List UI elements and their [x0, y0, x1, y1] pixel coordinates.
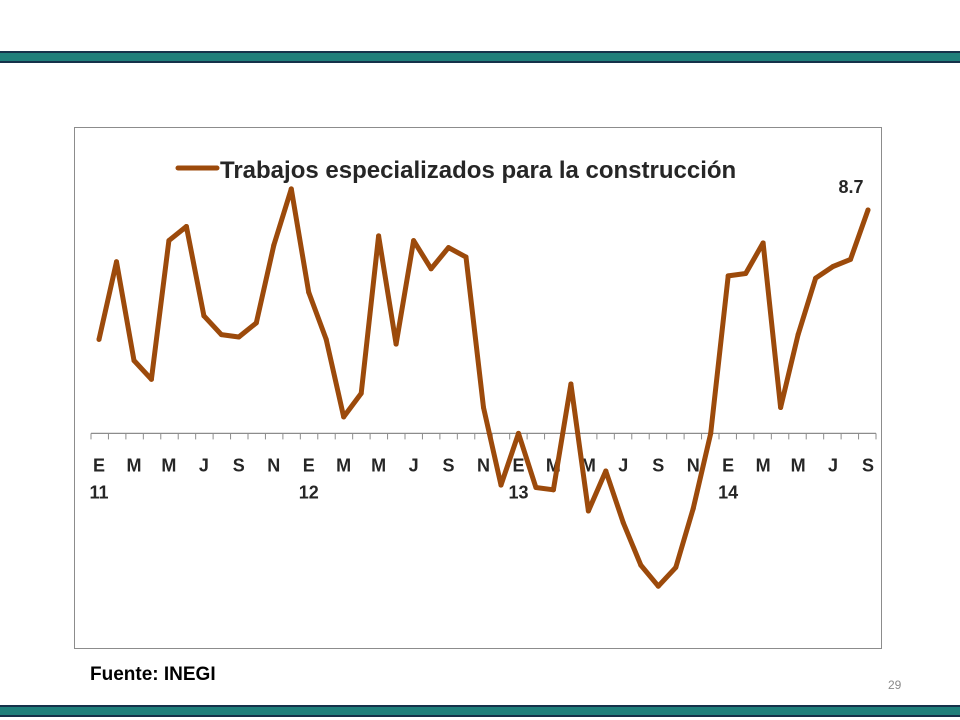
series-point: [218, 332, 224, 338]
x-tick-label: M: [756, 455, 771, 475]
series-point: [830, 263, 836, 269]
x-tick-label: J: [828, 455, 838, 475]
series-point: [131, 358, 137, 364]
series-point: [393, 341, 399, 347]
bottom-accent-band: [0, 705, 960, 717]
series-point: [306, 289, 312, 295]
year-label: 14: [718, 482, 738, 502]
series-point: [183, 223, 189, 229]
x-tick-label: M: [161, 455, 176, 475]
x-axis: E M M J S N E M M J S N E M M J S N E M M J S11 12 13 14: [89, 432, 877, 502]
x-tick-label: M: [371, 455, 386, 475]
x-tick-label: S: [862, 455, 874, 475]
legend-label: Trabajos especializados para la construc…: [220, 157, 736, 184]
year-label: 12: [299, 482, 319, 502]
x-tick-label: E: [722, 455, 734, 475]
x-tick-label: N: [477, 455, 490, 475]
series-point: [708, 430, 714, 436]
x-tick-label: M: [336, 455, 351, 475]
source-note: Fuente: INEGI: [90, 664, 216, 685]
series-points: [96, 186, 871, 589]
series-point: [550, 487, 556, 493]
x-tick-label: J: [618, 455, 628, 475]
series-point: [603, 468, 609, 474]
series-point: [376, 233, 382, 239]
series-point: [428, 266, 434, 272]
x-tick-label: J: [199, 455, 209, 475]
page-number: 29: [888, 678, 902, 692]
series-point: [463, 254, 469, 260]
series-point: [253, 320, 259, 326]
x-tick-label: M: [126, 455, 141, 475]
series-point: [323, 336, 329, 342]
series-point: [673, 564, 679, 570]
series-point: [638, 562, 644, 568]
series-point: [690, 506, 696, 512]
series-point: [725, 273, 731, 279]
x-tick-label: S: [652, 455, 664, 475]
series-point: [288, 186, 294, 192]
series-point: [236, 334, 242, 340]
x-tick-label: E: [93, 455, 105, 475]
series-point: [166, 238, 172, 244]
x-tick-label: J: [409, 455, 419, 475]
series-point: [148, 376, 154, 382]
series-point: [778, 405, 784, 411]
legend: Trabajos especializados para la construc…: [175, 157, 736, 184]
series-point: [655, 583, 661, 589]
x-tick-label: M: [791, 455, 806, 475]
series-point: [498, 482, 504, 488]
line-chart: E M M J S N E M M J S N E M M J S N E M M J S11 12 13 14 Trabajos…: [89, 157, 877, 589]
top-accent-band: [0, 51, 960, 63]
series-point: [113, 259, 119, 265]
series-point: [446, 245, 452, 251]
series-point: [743, 271, 749, 277]
series-point: [533, 484, 539, 490]
series-point: [760, 240, 766, 246]
series-point: [568, 381, 574, 387]
x-tick-label: E: [512, 455, 524, 475]
last-value-label: 8.7: [838, 177, 863, 197]
series-point: [813, 275, 819, 281]
series-point: [411, 238, 417, 244]
series-point: [795, 332, 801, 338]
series-point: [341, 414, 347, 420]
series-point: [201, 313, 207, 319]
chart-frame: E M M J S N E M M J S N E M M J S N E M M J S 11 12 13 14 Trabajos…: [74, 127, 882, 649]
series-point: [358, 390, 364, 396]
series-line: [96, 186, 871, 589]
x-tick-label: N: [687, 455, 700, 475]
x-tick-label: S: [443, 455, 455, 475]
series-point: [481, 405, 486, 411]
x-tick-label: S: [233, 455, 245, 475]
series-point: [96, 336, 102, 342]
x-tick-label: E: [303, 455, 315, 475]
year-label: 13: [508, 482, 528, 502]
year-label: 11: [89, 482, 108, 502]
series-point: [865, 207, 871, 213]
series-point: [620, 520, 626, 526]
series-point: [515, 430, 521, 436]
series-point: [848, 256, 854, 262]
x-tick-label: N: [267, 455, 280, 475]
series-point: [271, 242, 277, 248]
series-point: [585, 508, 591, 514]
